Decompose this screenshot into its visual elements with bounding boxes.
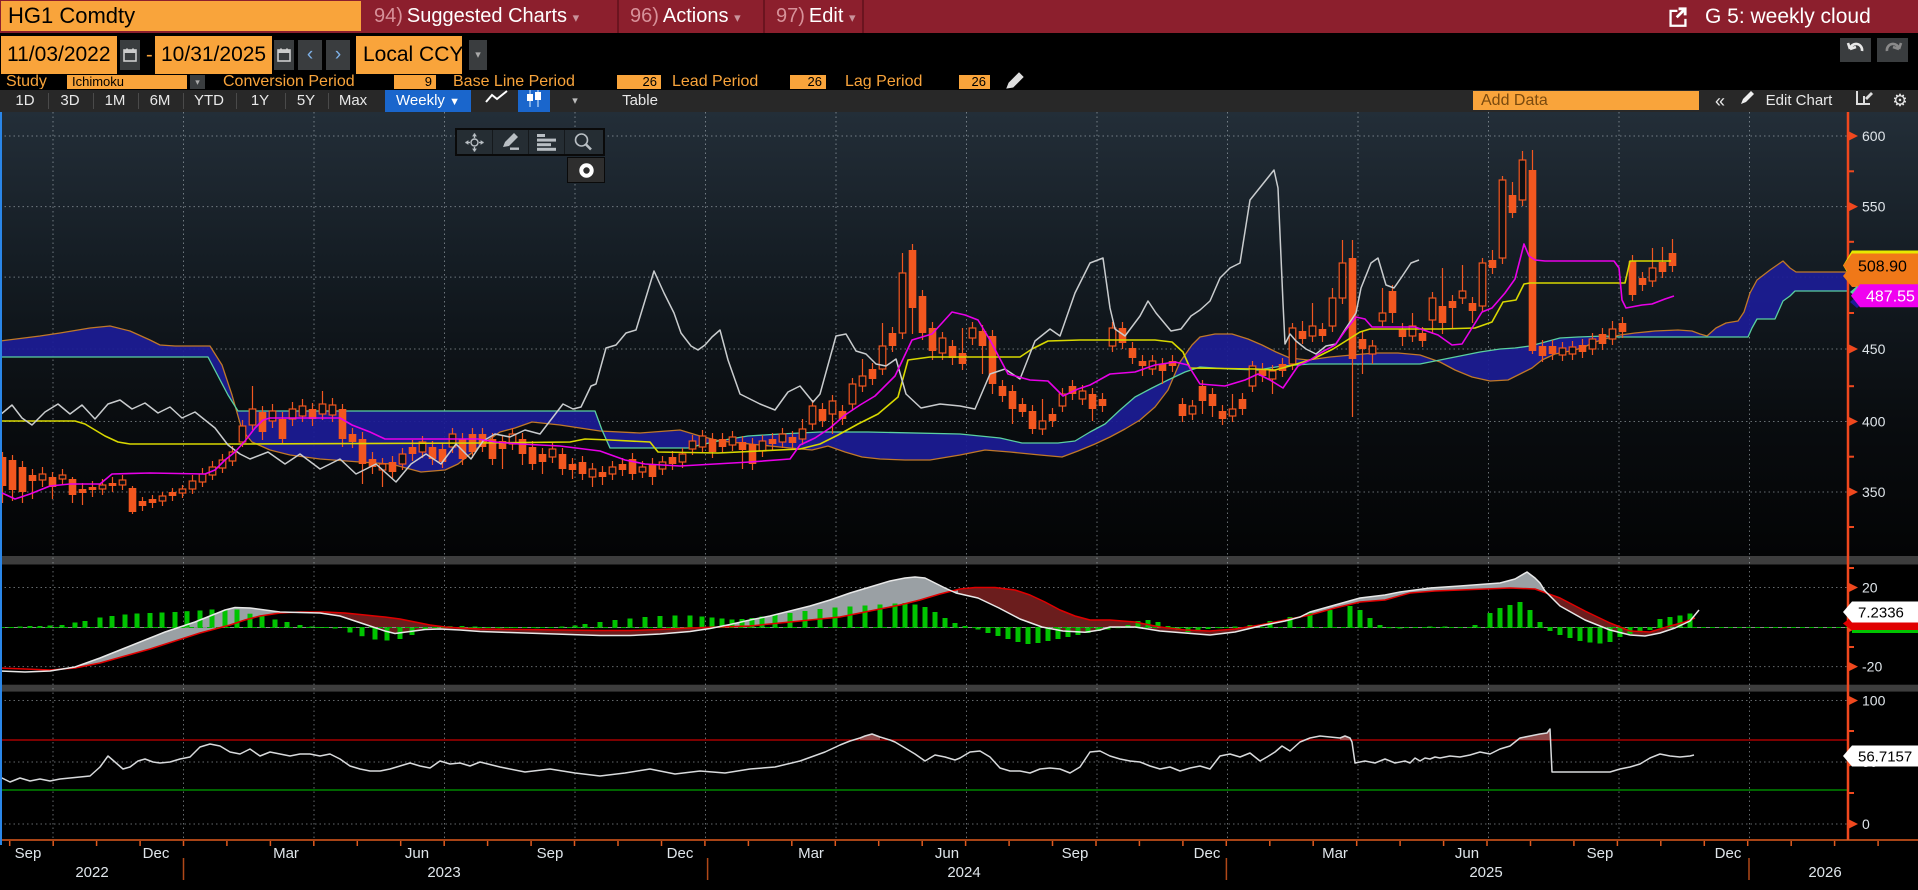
svg-text:Dec: Dec	[1715, 845, 1742, 862]
svg-text:Sep: Sep	[1587, 845, 1614, 862]
svg-text:56.7157: 56.7157	[1858, 748, 1912, 765]
svg-text:Mar: Mar	[1322, 845, 1348, 862]
svg-text:Dec: Dec	[1194, 845, 1221, 862]
svg-text:100: 100	[1862, 693, 1886, 709]
svg-text:2025: 2025	[1469, 864, 1502, 881]
svg-text:508.90: 508.90	[1858, 258, 1907, 275]
svg-text:2022: 2022	[75, 864, 108, 881]
svg-text:2026: 2026	[1808, 864, 1841, 881]
svg-text:0: 0	[1862, 816, 1870, 832]
svg-text:Dec: Dec	[143, 845, 170, 862]
svg-text:Dec: Dec	[667, 845, 694, 862]
svg-text:Jun: Jun	[935, 845, 959, 862]
svg-text:7.2336: 7.2336	[1858, 604, 1904, 621]
svg-text:-20: -20	[1862, 659, 1882, 675]
svg-text:350: 350	[1862, 484, 1886, 500]
svg-text:400: 400	[1862, 414, 1886, 430]
svg-text:Mar: Mar	[273, 845, 299, 862]
svg-text:487.55: 487.55	[1866, 288, 1915, 305]
svg-text:600: 600	[1862, 128, 1886, 144]
svg-text:20: 20	[1862, 580, 1878, 596]
svg-text:450: 450	[1862, 341, 1886, 357]
svg-text:Sep: Sep	[1062, 845, 1089, 862]
svg-text:2024: 2024	[947, 864, 980, 881]
svg-text:Sep: Sep	[537, 845, 564, 862]
svg-text:Sep: Sep	[15, 845, 42, 862]
svg-text:Jun: Jun	[405, 845, 429, 862]
svg-text:550: 550	[1862, 199, 1886, 215]
svg-text:2023: 2023	[427, 864, 460, 881]
svg-text:Jun: Jun	[1455, 845, 1479, 862]
svg-text:Mar: Mar	[798, 845, 824, 862]
